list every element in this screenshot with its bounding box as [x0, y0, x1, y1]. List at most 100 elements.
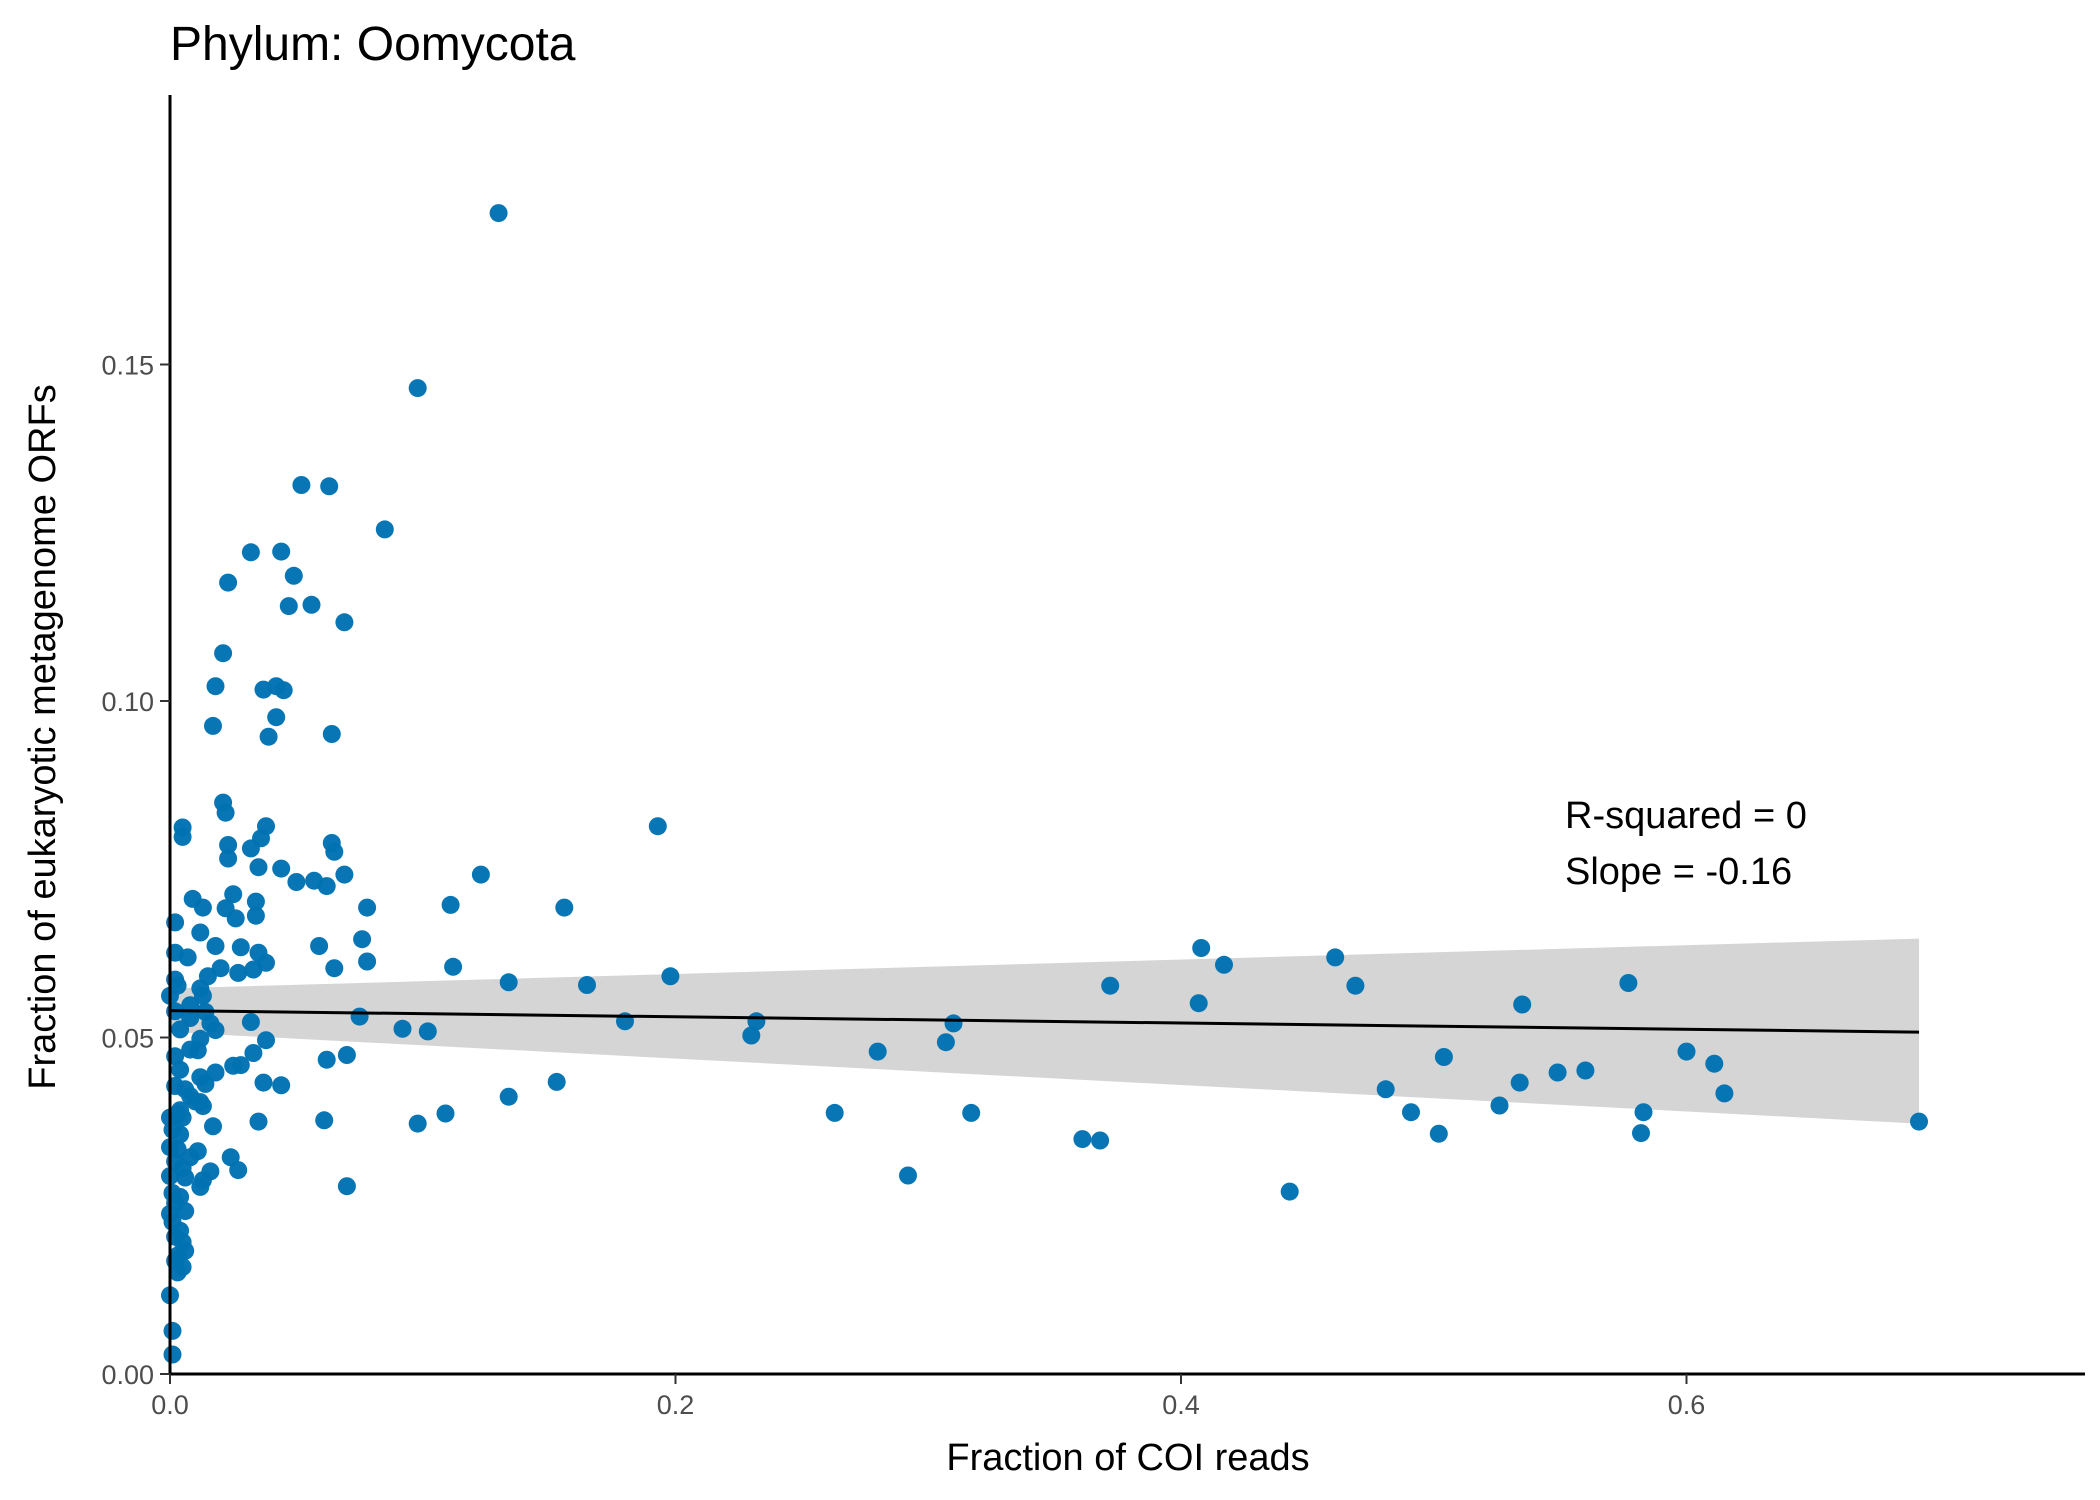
data-point	[241, 1013, 260, 1031]
data-point	[193, 1097, 212, 1116]
y-axis-ticks: 0.00 0.05 0.10 0.15	[101, 351, 170, 1390]
data-point	[315, 1111, 334, 1130]
data-point	[1490, 1096, 1509, 1115]
data-point	[962, 1103, 981, 1122]
data-point	[272, 859, 291, 878]
data-points	[161, 204, 1928, 1364]
data-point	[204, 1117, 222, 1136]
data-point	[578, 976, 596, 994]
data-point	[226, 909, 245, 928]
data-point	[1429, 1124, 1448, 1143]
data-point	[229, 1161, 248, 1180]
data-point	[335, 865, 354, 884]
data-point	[196, 1074, 215, 1093]
data-point	[1280, 1182, 1299, 1201]
data-point	[272, 542, 291, 561]
data-point	[358, 898, 377, 917]
data-point	[944, 1014, 963, 1033]
data-point	[176, 1202, 195, 1221]
data-point	[418, 1022, 437, 1041]
data-point	[191, 923, 210, 942]
data-point	[1434, 1048, 1453, 1066]
data-point	[358, 952, 377, 971]
data-point	[441, 895, 460, 914]
data-point	[825, 1103, 844, 1122]
data-point	[193, 986, 212, 1005]
x-tick-label: 0.4	[1162, 1390, 1200, 1420]
data-point	[1101, 976, 1120, 995]
r-squared-annotation: R-squared = 0	[1565, 795, 1807, 837]
plot-area	[161, 204, 1928, 1364]
data-point	[176, 1168, 195, 1187]
data-point	[204, 716, 222, 735]
data-point	[241, 543, 260, 562]
data-point	[171, 1020, 190, 1039]
data-point	[1632, 1124, 1650, 1143]
x-tick-label: 0.0	[151, 1390, 189, 1420]
data-point	[1619, 974, 1638, 992]
chart-title: Phylum: Oomycota	[170, 18, 576, 71]
data-point	[471, 865, 490, 884]
regression-line	[169, 1009, 1920, 1034]
data-point	[259, 727, 278, 746]
data-point	[1073, 1130, 1092, 1149]
data-point	[188, 1041, 207, 1060]
data-point	[1510, 1073, 1529, 1092]
data-point	[661, 967, 680, 986]
data-point	[254, 1073, 273, 1092]
data-point	[219, 573, 238, 592]
data-point	[320, 477, 339, 496]
data-point	[163, 1345, 182, 1364]
data-point	[648, 817, 667, 836]
data-point	[408, 379, 427, 398]
y-tick-label: 0.10	[101, 687, 154, 717]
data-point	[1576, 1061, 1595, 1080]
data-point	[173, 1108, 192, 1127]
data-point	[393, 1019, 412, 1038]
data-point	[1192, 939, 1211, 957]
x-axis-ticks: 0.0 0.2 0.4 0.6	[151, 1374, 1705, 1420]
data-point	[337, 1177, 356, 1196]
data-point	[1215, 955, 1233, 974]
data-point	[1326, 948, 1345, 967]
data-point	[325, 959, 344, 978]
data-point	[408, 1114, 427, 1133]
data-point	[1715, 1084, 1734, 1103]
data-point	[322, 725, 341, 743]
data-point	[216, 803, 235, 822]
data-point	[257, 1031, 275, 1050]
data-point	[353, 930, 372, 949]
data-point	[246, 906, 265, 925]
data-point	[206, 1021, 225, 1040]
data-point	[191, 1177, 210, 1196]
data-point	[284, 566, 303, 585]
data-point	[171, 1060, 190, 1079]
data-point	[436, 1104, 455, 1123]
data-point	[249, 858, 268, 877]
data-point	[287, 873, 306, 891]
data-point	[231, 1056, 250, 1075]
y-tick-label: 0.15	[101, 351, 154, 381]
data-point	[1402, 1103, 1420, 1122]
data-point	[1346, 976, 1365, 995]
data-point	[547, 1072, 566, 1091]
data-point	[1910, 1112, 1928, 1131]
data-point	[742, 1026, 761, 1045]
data-point	[1376, 1080, 1395, 1099]
slope-annotation: Slope = -0.16	[1565, 851, 1792, 893]
data-point	[249, 1112, 268, 1131]
data-point	[171, 1125, 190, 1144]
data-point	[229, 963, 248, 982]
data-point	[178, 948, 197, 967]
data-point	[317, 877, 336, 896]
data-point	[279, 597, 298, 616]
data-point	[868, 1042, 887, 1061]
data-point	[444, 957, 463, 976]
data-point	[193, 898, 212, 917]
data-point	[244, 960, 263, 979]
y-axis-title: Fraction of eukaryotic metagenome ORFs	[22, 384, 64, 1089]
data-point	[274, 681, 293, 700]
data-point	[219, 849, 238, 868]
x-axis-title: Fraction of COI reads	[946, 1437, 1309, 1479]
